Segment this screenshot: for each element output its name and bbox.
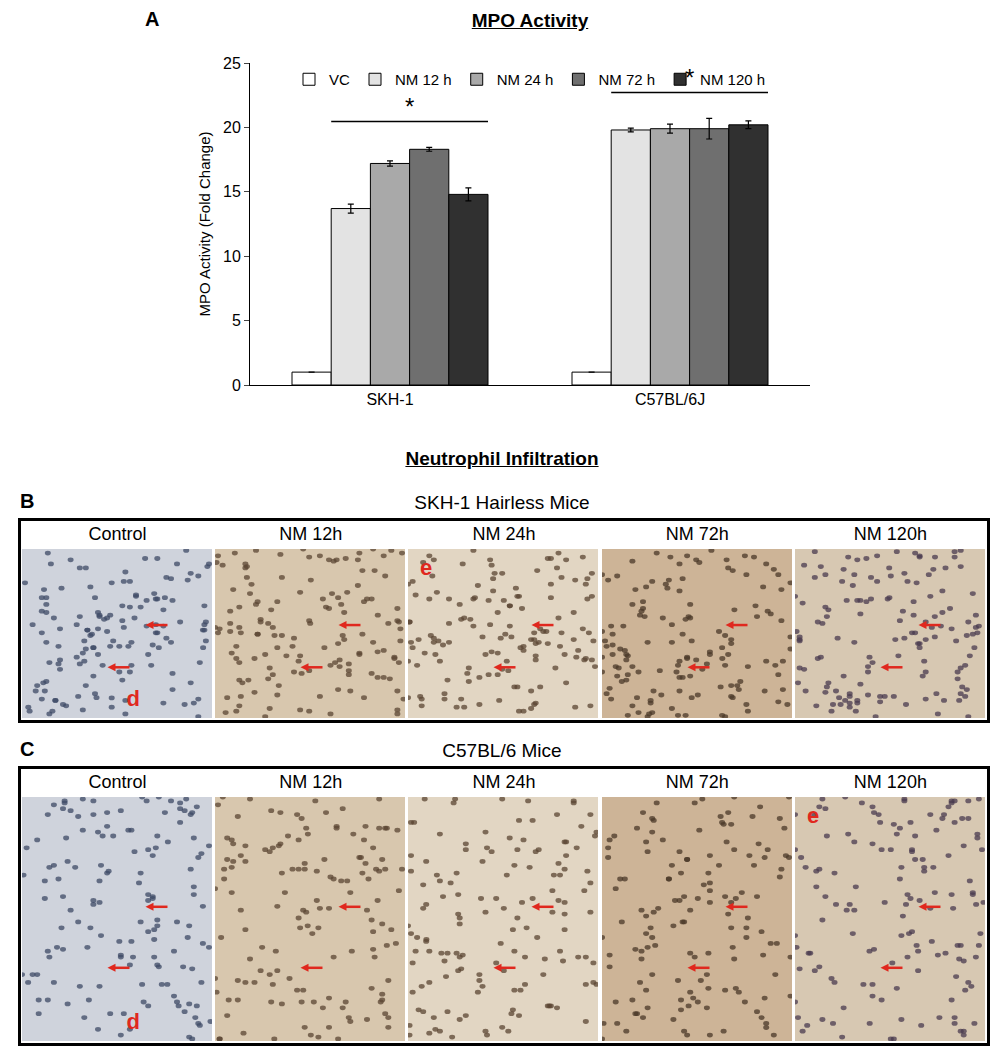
svg-text:10: 10 [223,248,241,265]
svg-text:d: d [127,686,140,711]
svg-text:VC: VC [329,71,350,88]
svg-text:20: 20 [223,119,241,136]
svg-text:d: d [127,1009,140,1034]
svg-text:*: * [405,93,414,120]
svg-text:25: 25 [223,55,241,72]
svg-text:e: e [807,803,819,828]
svg-text:15: 15 [223,183,241,200]
svg-text:NM 120 h: NM 120 h [700,71,765,88]
html-text:MPO Activity: MPO Activity [471,10,589,31]
html-text:NM 12h: NM 12h [279,524,343,544]
html-text:NM 12h: NM 12h [279,772,343,792]
html-text:NM 24h: NM 24h [472,524,536,544]
html-text:NM 120h: NM 120h [853,772,927,792]
svg-text:5: 5 [232,312,241,329]
html-text:C: C [20,738,35,760]
svg-text:MPO Activity (Fold Change): MPO Activity (Fold Change) [196,131,213,316]
svg-text:*: * [685,64,694,91]
svg-text:C57BL/6J: C57BL/6J [635,391,705,408]
svg-text:NM 72 h: NM 72 h [598,71,655,88]
html-text:Control: Control [88,524,147,544]
svg-text:NM 24 h: NM 24 h [497,71,554,88]
html-text:Control: Control [88,772,147,792]
html-text:Neutrophil Infiltration: Neutrophil Infiltration [405,448,599,469]
html-text:NM 24h: NM 24h [472,772,536,792]
html-text:NM 72h: NM 72h [665,772,729,792]
html-text:NM 120h: NM 120h [853,524,927,544]
svg-text:e: e [420,555,432,580]
html-text:SKH-1 Hairless Mice: SKH-1 Hairless Mice [414,492,590,513]
html-text:B: B [20,490,35,512]
svg-text:0: 0 [232,377,241,394]
svg-text:NM 12 h: NM 12 h [395,71,452,88]
html-text:A: A [145,8,160,30]
html-text:C57BL/6 Mice: C57BL/6 Mice [442,740,562,761]
html-text:NM 72h: NM 72h [665,524,729,544]
svg-text:SKH-1: SKH-1 [366,391,413,408]
